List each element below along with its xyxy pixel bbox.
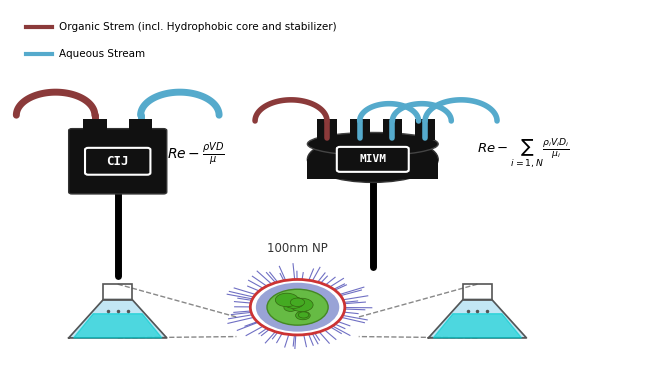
- Text: Aqueous Stream: Aqueous Stream: [59, 49, 145, 59]
- Ellipse shape: [296, 311, 310, 320]
- Polygon shape: [428, 300, 526, 338]
- Bar: [350, 119, 370, 140]
- Bar: [103, 284, 132, 300]
- Ellipse shape: [290, 298, 305, 306]
- Bar: [317, 119, 337, 140]
- FancyBboxPatch shape: [69, 129, 167, 194]
- Ellipse shape: [275, 293, 298, 307]
- Bar: [415, 119, 435, 140]
- Ellipse shape: [284, 297, 303, 308]
- Text: $Re-\frac{\rho VD}{\mu}$: $Re-\frac{\rho VD}{\mu}$: [167, 140, 225, 167]
- Text: MIVM: MIVM: [359, 154, 387, 164]
- Text: $Re-\sum_{i=1,N}\frac{\rho_i V_i D_i}{\mu_i}$: $Re-\sum_{i=1,N}\frac{\rho_i V_i D_i}{\m…: [477, 136, 570, 171]
- FancyBboxPatch shape: [337, 147, 409, 172]
- Ellipse shape: [267, 289, 328, 325]
- Ellipse shape: [256, 283, 339, 332]
- Bar: [83, 119, 107, 134]
- Ellipse shape: [307, 132, 438, 156]
- Ellipse shape: [307, 136, 438, 182]
- Bar: [463, 284, 492, 300]
- Bar: [129, 119, 152, 134]
- Ellipse shape: [284, 304, 298, 311]
- Polygon shape: [73, 314, 162, 338]
- Polygon shape: [69, 300, 167, 338]
- Ellipse shape: [290, 298, 313, 311]
- Text: 100nm NP: 100nm NP: [267, 242, 328, 255]
- Bar: [307, 159, 438, 179]
- FancyBboxPatch shape: [85, 148, 150, 175]
- Polygon shape: [433, 314, 521, 338]
- Ellipse shape: [298, 312, 309, 318]
- Text: Organic Strem (incl. Hydrophobic core and stabilizer): Organic Strem (incl. Hydrophobic core an…: [59, 22, 337, 32]
- Text: CIJ: CIJ: [107, 155, 129, 168]
- Ellipse shape: [292, 301, 309, 311]
- Bar: [383, 119, 402, 140]
